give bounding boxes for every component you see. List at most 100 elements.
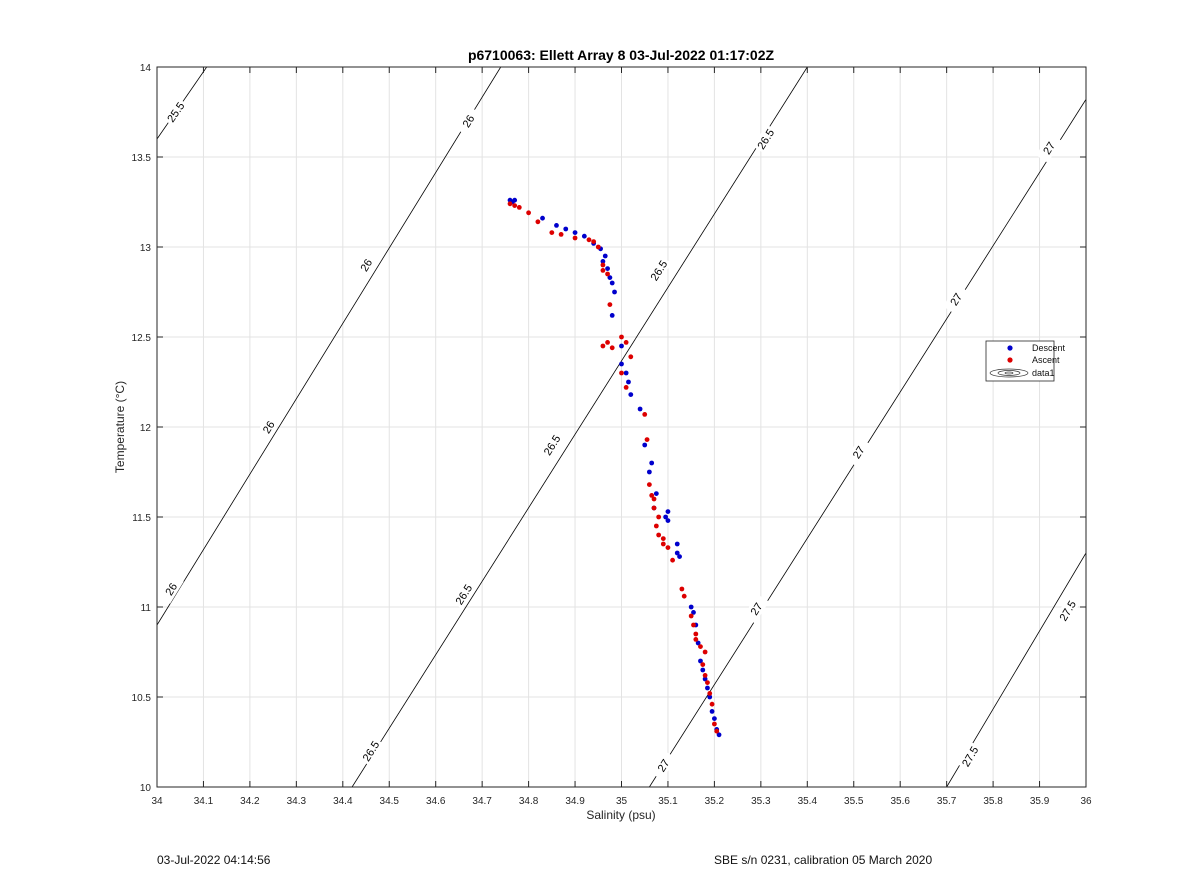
descent-point — [700, 667, 706, 673]
x-tick-label: 34.2 — [240, 796, 260, 807]
descent-point — [619, 343, 624, 349]
contour-label-mask — [162, 97, 189, 127]
y-tick-label: 10 — [140, 783, 152, 794]
y-tick-label: 11 — [141, 603, 152, 614]
ascent-point — [623, 385, 629, 390]
y-tick-label: 10.5 — [132, 693, 152, 704]
legend-data1-label: data1 — [1032, 368, 1055, 378]
contour-label-mask — [538, 430, 565, 460]
ascent-point — [642, 412, 648, 417]
descent-point — [581, 233, 587, 239]
descent-point — [605, 266, 610, 271]
contour-line-26 — [157, 67, 502, 626]
descent-point — [563, 226, 569, 232]
ascent-point — [595, 244, 601, 250]
ascent-point — [644, 437, 650, 442]
x-tick-label: 34.4 — [333, 796, 353, 807]
y-tick-label: 13.5 — [132, 153, 152, 164]
descent-point — [702, 676, 708, 682]
ascent-point — [605, 271, 610, 277]
ascent-point — [688, 613, 694, 619]
descent-point — [705, 685, 710, 691]
descent-point — [707, 694, 713, 700]
grid — [156, 66, 1087, 788]
ascent-point — [709, 701, 715, 707]
ascent-point — [507, 201, 513, 207]
descent-point — [619, 361, 624, 367]
contour-label: 27 — [1041, 140, 1058, 157]
ascent-point — [535, 219, 541, 225]
contour-label: 26 — [261, 419, 278, 436]
descent-point — [709, 709, 715, 714]
contour-label: 26 — [163, 581, 180, 598]
descent-point — [623, 370, 629, 376]
legend-descent-label: Descent — [1032, 343, 1066, 353]
descent-point — [695, 640, 701, 646]
descent-point — [663, 514, 669, 520]
ascent-point — [670, 557, 675, 563]
descent-point — [716, 732, 722, 738]
ascent-point — [705, 680, 710, 685]
ascent-point — [600, 268, 606, 273]
ascent-point — [600, 343, 606, 349]
x-tick-label: 34.3 — [287, 796, 307, 807]
ascent-point — [702, 673, 708, 678]
contour-label-mask — [455, 106, 481, 136]
contour-label-mask — [357, 736, 384, 766]
ascent-point — [653, 523, 659, 529]
ascent-point — [549, 230, 555, 236]
descent-point — [653, 491, 659, 496]
descent-point — [609, 313, 615, 318]
x-tick-label: 35.6 — [890, 796, 910, 807]
y-tick-label: 12 — [140, 423, 152, 434]
ascent-point — [619, 370, 624, 376]
legend: Descent Ascent data1 — [985, 340, 1066, 382]
contour-label: 27 — [948, 291, 965, 308]
x-tick-label: 36 — [1080, 796, 1092, 807]
legend-box — [985, 340, 1055, 382]
contour-label-mask — [943, 284, 969, 314]
descent-point — [646, 469, 652, 475]
descent-point — [674, 541, 680, 547]
x-tick-label: 35 — [616, 796, 628, 807]
ascent-point — [605, 340, 610, 345]
ascent-point — [516, 205, 522, 210]
x-tick-label: 34.5 — [380, 796, 400, 807]
descent-point — [665, 518, 671, 523]
y-axis-ticks: 10 10.5 11 11.5 12 12.5 13 13.5 14 — [132, 63, 1086, 794]
ascent-point — [623, 340, 629, 345]
descent-point — [554, 223, 559, 228]
x-tick-label: 34.7 — [472, 796, 492, 807]
ascent-point — [665, 545, 671, 550]
y-tick-label: 13 — [140, 243, 152, 254]
x-tick-label: 34.6 — [426, 796, 446, 807]
ascent-point — [702, 649, 708, 655]
ts-diagram: 25.52626262626.526.526.526.526.527272727… — [113, 47, 1092, 822]
descent-point — [677, 554, 682, 559]
ascent-point — [526, 210, 531, 216]
chart-title: p6710063: Ellett Array 8 03-Jul-2022 01:… — [468, 47, 775, 63]
y-tick-label: 12.5 — [132, 333, 152, 344]
density-contour-labels: 25.52626262626.526.526.526.526.527272727… — [158, 97, 1081, 781]
ascent-point — [698, 644, 703, 649]
descent-point — [540, 215, 545, 221]
legend-descent-marker — [1007, 345, 1013, 351]
descent-point — [609, 280, 615, 286]
ascent-point — [609, 345, 615, 351]
contour-label-mask — [845, 437, 872, 467]
ascent-point — [619, 334, 624, 340]
descent-point — [649, 460, 655, 466]
descent-point — [612, 289, 617, 295]
ascent-point — [651, 496, 657, 502]
y-tick-label: 11.5 — [132, 513, 151, 524]
x-tick-label: 35.3 — [751, 796, 771, 807]
contour-label-mask — [255, 412, 282, 442]
x-tick-label: 35.2 — [705, 796, 725, 807]
ascent-point — [681, 593, 687, 599]
contour-label-mask — [743, 594, 770, 624]
data-points — [507, 197, 722, 738]
descent-point — [607, 275, 613, 280]
ascent-point — [693, 637, 699, 642]
x-tick-label: 35.4 — [798, 796, 818, 807]
descent-point — [665, 509, 671, 514]
